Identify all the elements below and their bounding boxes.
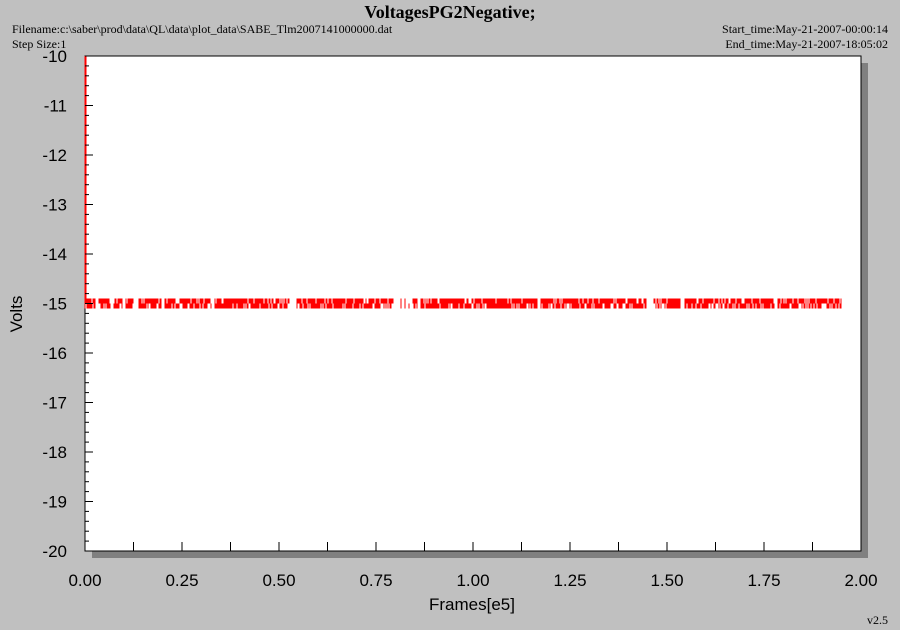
y-tick-label: -17 (42, 394, 67, 413)
x-tick-label: 1.25 (553, 571, 586, 590)
filename-text: Filename:c:\saber\prod\data\QL\data\plot… (12, 22, 393, 36)
chart-title: VoltagesPG2Negative; (364, 2, 536, 22)
x-tick-label: 0.25 (165, 571, 198, 590)
x-tick-label: 1.00 (456, 571, 489, 590)
x-axis: 0.00 0.25 0.50 0.75 1.00 1.25 1.50 1.75 2.00 (68, 542, 878, 590)
y-tick-label: -10 (42, 47, 67, 66)
y-tick-label: -12 (42, 146, 67, 165)
x-tick-label: 0.00 (68, 571, 101, 590)
y-tick-label: -20 (42, 542, 67, 561)
x-tick-label: 0.75 (359, 571, 392, 590)
x-tick-label: 1.50 (650, 571, 683, 590)
x-tick-label: 0.50 (262, 571, 295, 590)
version-label: v2.5 (867, 613, 888, 627)
y-tick-label: -16 (42, 344, 67, 363)
y-tick-label: -15 (42, 295, 67, 314)
x-tick-label: 2.00 (844, 571, 877, 590)
step-size-text: Step Size:1 (12, 37, 67, 51)
y-tick-label: -18 (42, 443, 67, 462)
y-axis: -10 -11 -12 -13 -14 -15 -16 -17 -18 -19 -20 (42, 47, 93, 561)
y-tick-label: -11 (44, 97, 67, 116)
y-tick-label: -14 (42, 245, 67, 264)
y-tick-label: -19 (42, 493, 67, 512)
start-time-text: Start_time:May-21-2007-00:00:14 (722, 22, 888, 36)
end-time-text: End_time:May-21-2007-18:05:02 (725, 37, 888, 51)
y-tick-label: -13 (42, 196, 67, 215)
y-axis-label: Volts (7, 296, 26, 333)
series-layer (84, 56, 842, 309)
x-axis-label: Frames[e5] (429, 595, 515, 614)
x-tick-label: 1.75 (747, 571, 780, 590)
